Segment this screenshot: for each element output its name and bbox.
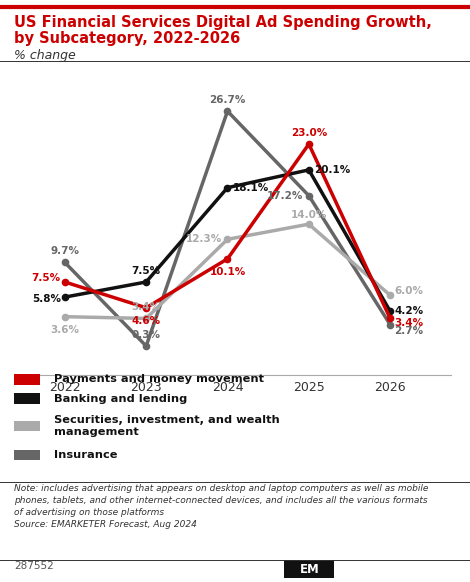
Text: 2.7%: 2.7% — [394, 326, 423, 336]
Text: 17.2%: 17.2% — [267, 191, 303, 201]
Text: 287552: 287552 — [14, 560, 54, 571]
Text: EM: EM — [300, 563, 320, 576]
Text: 18.1%: 18.1% — [233, 183, 269, 193]
Text: 9.7%: 9.7% — [50, 246, 79, 256]
Text: US Financial Services Digital Ad Spending Growth,: US Financial Services Digital Ad Spendin… — [14, 15, 432, 30]
Text: 26.7%: 26.7% — [209, 95, 246, 105]
Text: 3.4%: 3.4% — [394, 318, 423, 328]
Text: Payments and money movement: Payments and money movement — [54, 374, 264, 385]
Text: EMARKETER: EMARKETER — [366, 564, 437, 574]
Text: by Subcategory, 2022-2026: by Subcategory, 2022-2026 — [14, 31, 240, 46]
Text: Note: includes advertising that appears on desktop and laptop computers as well : Note: includes advertising that appears … — [14, 484, 429, 528]
Text: Insurance: Insurance — [54, 450, 118, 460]
Text: 23.0%: 23.0% — [291, 128, 327, 138]
Text: 7.5%: 7.5% — [31, 272, 61, 282]
Text: 7.5%: 7.5% — [132, 266, 161, 276]
Text: Securities, investment, and wealth
management: Securities, investment, and wealth manag… — [54, 415, 280, 437]
Text: 20.1%: 20.1% — [314, 165, 351, 175]
Text: 3.6%: 3.6% — [50, 325, 79, 335]
Text: Banking and lending: Banking and lending — [54, 393, 188, 404]
Text: 12.3%: 12.3% — [186, 235, 222, 244]
FancyBboxPatch shape — [284, 560, 334, 579]
Text: 4.6%: 4.6% — [132, 316, 161, 326]
Text: 3.4%: 3.4% — [132, 302, 161, 312]
Text: 10.1%: 10.1% — [209, 267, 246, 277]
Text: 14.0%: 14.0% — [290, 210, 327, 220]
Text: 6.0%: 6.0% — [394, 286, 423, 296]
Text: % change: % change — [14, 49, 76, 62]
Text: 4.2%: 4.2% — [394, 306, 423, 317]
Text: 0.3%: 0.3% — [132, 330, 161, 340]
Text: 5.8%: 5.8% — [32, 294, 61, 304]
